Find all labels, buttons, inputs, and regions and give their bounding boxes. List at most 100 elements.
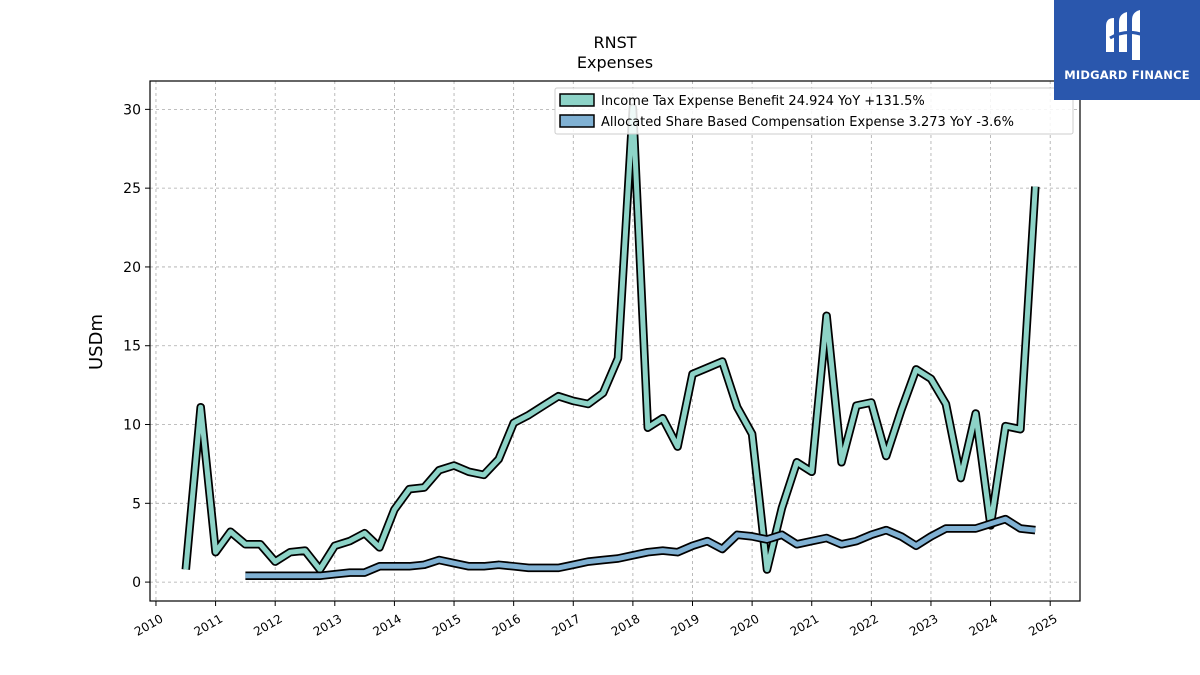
data-point-0 bbox=[811, 471, 812, 472]
x-tick-label: 2012 bbox=[251, 611, 284, 638]
data-point-0 bbox=[617, 358, 618, 359]
data-point-0 bbox=[453, 465, 454, 466]
x-tick-label: 2017 bbox=[549, 611, 582, 638]
chart-subtitle: Expenses bbox=[577, 53, 653, 72]
y-tick-label: 25 bbox=[123, 181, 141, 197]
data-point-1 bbox=[588, 561, 589, 562]
x-tick-label: 2011 bbox=[192, 611, 225, 638]
data-point-1 bbox=[722, 548, 723, 549]
legend-swatch-share-comp bbox=[559, 114, 595, 128]
data-point-1 bbox=[945, 528, 946, 529]
data-point-1 bbox=[558, 567, 559, 568]
y-tick-label: 15 bbox=[123, 339, 141, 355]
data-point-0 bbox=[394, 509, 395, 510]
data-point-0 bbox=[379, 547, 380, 548]
y-axis-ticks: 0 5 10 15 20 25 30 bbox=[123, 102, 150, 591]
data-point-0 bbox=[528, 415, 529, 416]
data-point-1 bbox=[990, 523, 991, 524]
legend-label-share-comp: Allocated Share Based Compensation Expen… bbox=[601, 115, 1014, 130]
y-tick-label: 30 bbox=[123, 102, 141, 118]
data-point-1 bbox=[647, 552, 648, 553]
data-point-0 bbox=[290, 552, 291, 553]
logo-text: MIDGARD FINANCE bbox=[1064, 68, 1190, 82]
data-point-0 bbox=[1005, 426, 1006, 427]
legend: Income Tax Expense Benefit 24.924 YoY +1… bbox=[554, 87, 1074, 135]
data-point-0 bbox=[364, 533, 365, 534]
data-point-1 bbox=[707, 541, 708, 542]
data-point-0 bbox=[781, 507, 782, 508]
y-tick-label: 0 bbox=[132, 575, 141, 591]
x-tick-label: 2020 bbox=[728, 611, 761, 638]
data-point-1 bbox=[573, 564, 574, 565]
x-tick-label: 2024 bbox=[967, 611, 1000, 638]
data-point-0 bbox=[513, 422, 514, 423]
data-point-0 bbox=[304, 550, 305, 551]
data-point-0 bbox=[215, 552, 216, 553]
data-point-0 bbox=[498, 459, 499, 460]
data-point-1 bbox=[245, 575, 246, 576]
data-point-0 bbox=[468, 471, 469, 472]
series-line-1 bbox=[245, 516, 1036, 579]
data-point-0 bbox=[975, 413, 976, 414]
x-tick-label: 2022 bbox=[847, 611, 880, 638]
series-line-0 bbox=[183, 105, 1038, 572]
data-point-1 bbox=[364, 572, 365, 573]
data-point-1 bbox=[260, 575, 261, 576]
data-point-1 bbox=[498, 564, 499, 565]
y-axis-label: USDm bbox=[86, 314, 107, 370]
series-lines bbox=[181, 103, 1040, 581]
data-point-0 bbox=[826, 315, 827, 316]
data-point-0 bbox=[275, 561, 276, 562]
data-point-1 bbox=[528, 567, 529, 568]
data-point-1 bbox=[603, 559, 604, 560]
data-point-0 bbox=[647, 427, 648, 428]
data-point-1 bbox=[304, 575, 305, 576]
data-point-0 bbox=[588, 403, 589, 404]
data-point-1 bbox=[513, 566, 514, 567]
data-point-1 bbox=[1035, 530, 1036, 531]
legend-box bbox=[554, 87, 1074, 135]
data-point-0 bbox=[916, 369, 917, 370]
data-point-1 bbox=[692, 545, 693, 546]
data-point-1 bbox=[1005, 519, 1006, 520]
data-point-1 bbox=[960, 528, 961, 529]
data-point-0 bbox=[901, 410, 902, 411]
data-point-1 bbox=[349, 572, 350, 573]
logo-mark-icon bbox=[1106, 10, 1147, 60]
data-point-0 bbox=[945, 403, 946, 404]
data-point-1 bbox=[901, 536, 902, 537]
data-point-1 bbox=[871, 534, 872, 535]
data-point-1 bbox=[1020, 528, 1021, 529]
data-point-0 bbox=[796, 462, 797, 463]
data-point-0 bbox=[707, 367, 708, 368]
data-point-0 bbox=[543, 405, 544, 406]
data-point-0 bbox=[662, 418, 663, 419]
y-tick-label: 10 bbox=[123, 418, 141, 434]
data-point-0 bbox=[558, 396, 559, 397]
data-point-0 bbox=[349, 541, 350, 542]
data-point-0 bbox=[424, 487, 425, 488]
data-point-0 bbox=[960, 478, 961, 479]
data-point-1 bbox=[617, 558, 618, 559]
data-point-1 bbox=[483, 566, 484, 567]
x-tick-label: 2023 bbox=[907, 611, 940, 638]
data-point-1 bbox=[439, 559, 440, 560]
data-point-1 bbox=[826, 537, 827, 538]
legend-swatch-income-tax bbox=[559, 93, 595, 107]
data-point-1 bbox=[737, 534, 738, 535]
data-point-0 bbox=[766, 569, 767, 570]
series-outline-0 bbox=[181, 103, 1040, 574]
x-tick-label: 2025 bbox=[1026, 611, 1059, 638]
data-point-0 bbox=[185, 569, 186, 570]
midgard-finance-logo: MIDGARD FINANCE bbox=[1054, 0, 1200, 100]
x-tick-label: 2019 bbox=[669, 611, 702, 638]
y-tick-label: 20 bbox=[123, 260, 141, 276]
data-point-1 bbox=[811, 541, 812, 542]
data-point-1 bbox=[796, 544, 797, 545]
data-point-0 bbox=[841, 462, 842, 463]
data-point-1 bbox=[453, 563, 454, 564]
x-tick-label: 2010 bbox=[132, 611, 165, 638]
data-point-0 bbox=[722, 361, 723, 362]
data-point-1 bbox=[975, 528, 976, 529]
